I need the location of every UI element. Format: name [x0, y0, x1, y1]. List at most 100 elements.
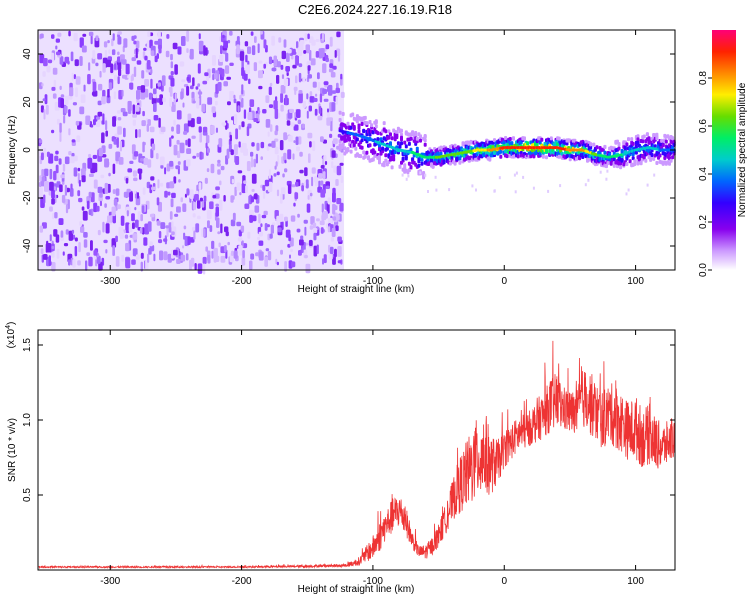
- noise-cell: [239, 51, 245, 61]
- noise-cell: [201, 103, 206, 113]
- noise-cell: [252, 215, 257, 222]
- noise-cell: [181, 36, 186, 46]
- noise-cell: [99, 200, 102, 207]
- noise-cell: [40, 105, 44, 113]
- noise-cell: [265, 248, 270, 252]
- noise-cell: [311, 167, 316, 174]
- snr-y-axis: 0.5 1.0 1.5: [22, 338, 675, 502]
- noise-cell: [250, 31, 254, 36]
- noise-cell: [327, 197, 331, 205]
- noise-cell: [49, 206, 53, 212]
- ridge-cell: [453, 143, 457, 148]
- noise-cell: [293, 124, 299, 131]
- noise-cell: [241, 67, 245, 77]
- y-tick-label: 1.5: [22, 338, 33, 352]
- y-tick-label: 0: [22, 147, 33, 153]
- noise-cell: [97, 100, 102, 106]
- noise-cell: [280, 85, 286, 94]
- noise-cell: [134, 219, 139, 228]
- noise-cell: [218, 199, 223, 211]
- snr-y-multiplier-text: (x10: [6, 328, 17, 348]
- outlier-cell: [606, 169, 609, 173]
- noise-cell: [97, 111, 103, 118]
- noise-cell: [197, 91, 203, 95]
- noise-cell: [276, 171, 280, 176]
- noise-cell: [331, 161, 334, 169]
- noise-cell: [203, 195, 207, 202]
- noise-cell: [253, 158, 256, 168]
- ridge-cell: [404, 144, 408, 149]
- noise-cell: [331, 102, 336, 112]
- noise-cell: [102, 221, 105, 233]
- ridge-cell: [346, 147, 350, 151]
- noise-cell: [207, 220, 210, 229]
- noise-cell: [55, 45, 58, 50]
- noise-cell: [271, 35, 275, 46]
- noise-cell: [223, 40, 228, 49]
- noise-cell: [274, 130, 278, 136]
- noise-cell: [56, 248, 60, 259]
- noise-cell: [134, 207, 137, 211]
- noise-cell: [53, 170, 57, 181]
- colorbar-tick-label: 0.4: [698, 167, 709, 181]
- noise-cell: [253, 62, 257, 72]
- ridge-cell: [645, 132, 649, 137]
- noise-cell: [135, 129, 138, 139]
- noise-cell: [47, 59, 53, 64]
- x-tick-label: -300: [100, 576, 120, 587]
- noise-cell: [96, 205, 100, 212]
- noise-cell: [198, 33, 201, 40]
- noise-cell: [236, 36, 240, 44]
- noise-cell: [231, 250, 234, 256]
- ridge-cell: [415, 149, 419, 154]
- noise-cell: [157, 82, 161, 87]
- noise-cell: [227, 241, 230, 246]
- noise-cell: [330, 236, 334, 242]
- noise-cell: [68, 109, 71, 117]
- noise-cell: [132, 114, 137, 118]
- noise-cell: [296, 146, 300, 152]
- noise-cell: [215, 206, 219, 217]
- noise-cell: [332, 203, 336, 215]
- noise-cell: [215, 203, 219, 207]
- noise-cell: [143, 47, 147, 51]
- ridge-cell: [540, 137, 544, 142]
- ridge-cell: [589, 145, 593, 150]
- noise-cell: [112, 163, 116, 174]
- noise-cell: [302, 123, 305, 129]
- noise-cell: [254, 205, 260, 213]
- noise-cell: [103, 41, 108, 48]
- noise-cell: [302, 76, 306, 83]
- noise-cell: [291, 261, 296, 268]
- noise-cell: [55, 234, 60, 243]
- noise-cell: [229, 90, 234, 101]
- noise-cell: [262, 189, 266, 199]
- ridge-cell: [581, 155, 585, 159]
- noise-cell: [279, 140, 284, 151]
- noise-cell: [121, 254, 125, 262]
- noise-cell: [322, 171, 326, 180]
- noise-cell: [315, 39, 320, 42]
- y-tick-label: 40: [22, 48, 33, 60]
- noise-cell: [121, 63, 125, 71]
- noise-cell: [49, 181, 54, 191]
- y-tick-label: -20: [22, 190, 33, 205]
- noise-cell: [269, 233, 273, 239]
- noise-cell: [42, 254, 48, 260]
- noise-cell: [77, 260, 81, 266]
- outlier-cell: [522, 175, 525, 179]
- noise-cell: [330, 72, 336, 78]
- noise-cell: [277, 61, 281, 68]
- noise-cell: [324, 54, 329, 60]
- noise-cell: [92, 81, 97, 92]
- noise-cell: [313, 245, 318, 257]
- noise-cell: [222, 34, 225, 39]
- noise-cell: [97, 53, 103, 60]
- ridge-cell: [631, 141, 635, 146]
- noise-cell: [148, 92, 153, 100]
- noise-cell: [274, 108, 279, 119]
- noise-cell: [133, 40, 137, 45]
- noise-cell: [205, 47, 208, 56]
- ridge-cell: [398, 164, 402, 169]
- noise-cell: [74, 237, 78, 242]
